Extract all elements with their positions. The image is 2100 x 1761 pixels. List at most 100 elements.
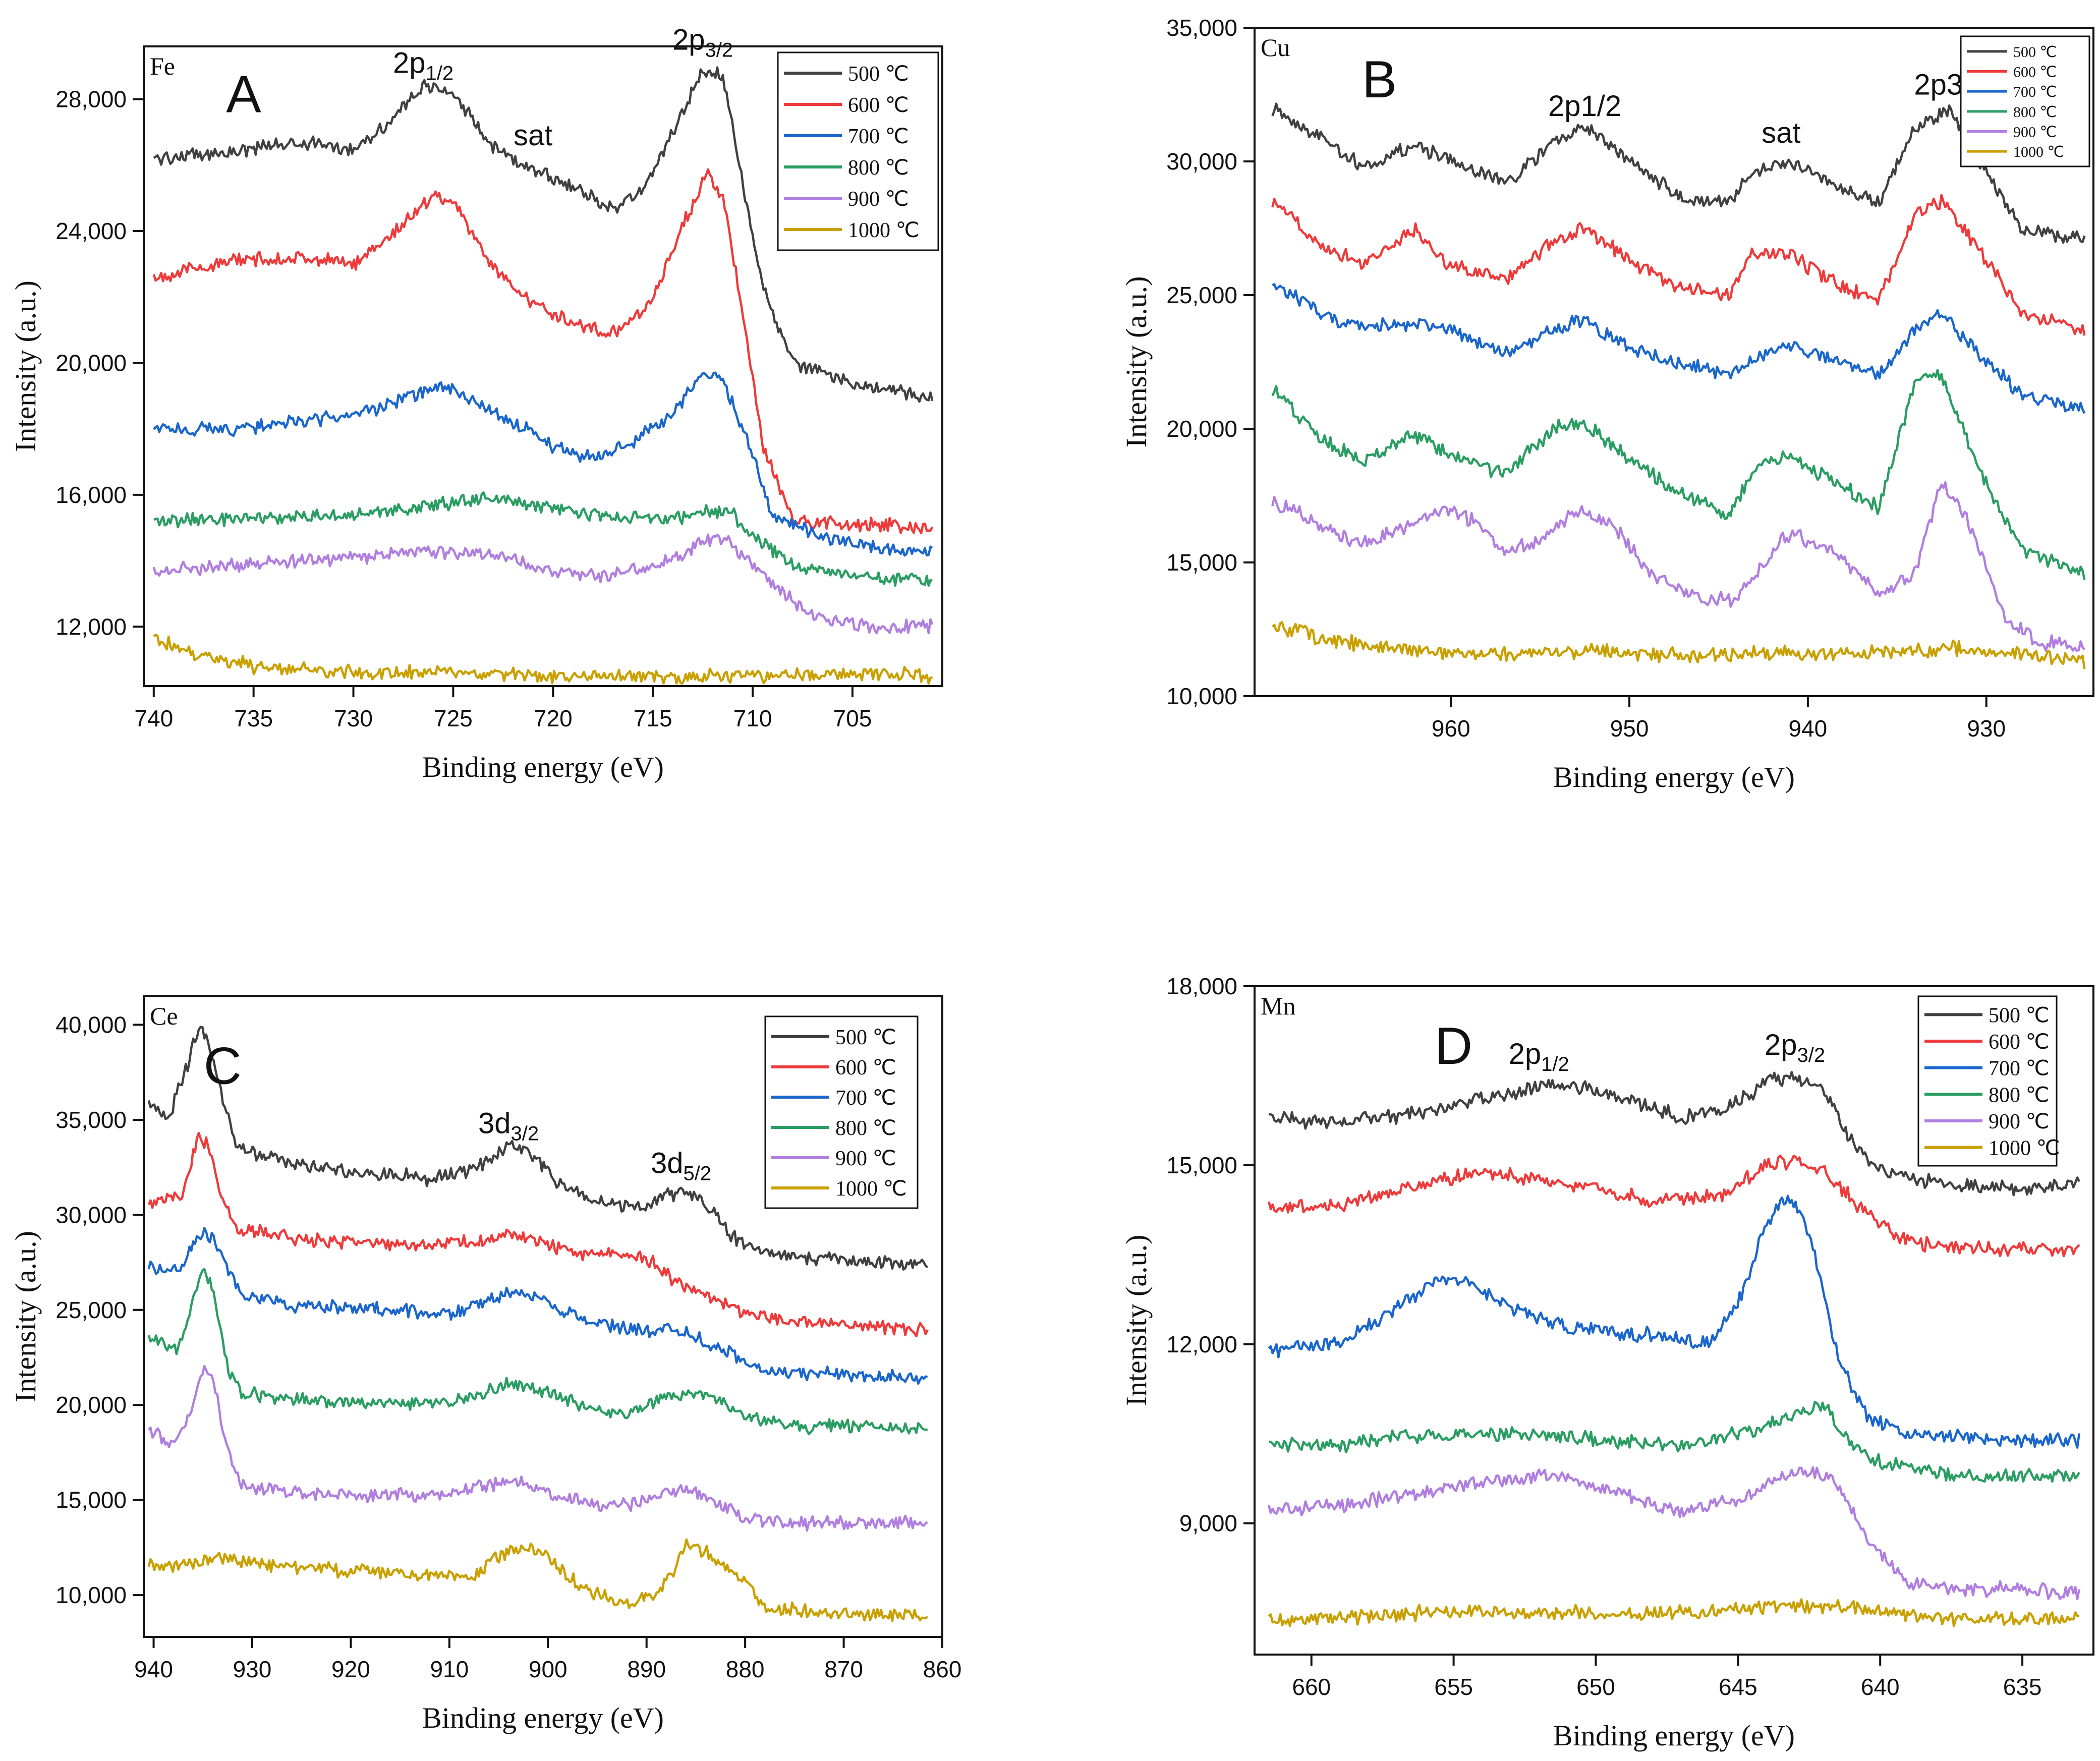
- x-tick-label: 920: [331, 1656, 370, 1682]
- y-tick-label: 10,000: [1166, 683, 1237, 709]
- series-line-ce-5: [148, 1365, 928, 1532]
- x-tick-label: 725: [434, 705, 473, 731]
- element-label: Mn: [1261, 992, 1295, 1020]
- element-label: Ce: [150, 1002, 178, 1030]
- x-tick-label: 900: [529, 1656, 567, 1682]
- legend-label: 500 ℃: [835, 1026, 896, 1049]
- x-tick-label: 910: [430, 1656, 469, 1682]
- series-line-cu-2: [1271, 194, 2086, 336]
- y-tick-label: 25,000: [1166, 282, 1237, 308]
- peak-annotation: sat: [1762, 117, 1800, 149]
- series-line-fe-5: [152, 533, 934, 635]
- legend-label: 900 ℃: [848, 188, 909, 211]
- legend-label: 800 ℃: [1989, 1084, 2050, 1107]
- series-line-mn-5: [1268, 1466, 2081, 1601]
- series-line-cu-5: [1271, 481, 2086, 652]
- x-axis-title: Binding energy (eV): [422, 751, 664, 783]
- plot-frame: [1254, 985, 2094, 1656]
- peak-annotation: 2p1/2: [1509, 1038, 1569, 1075]
- y-tick-label: 18,000: [1166, 973, 1237, 999]
- legend-label: 900 ℃: [2013, 124, 2057, 141]
- series-line-cu-6: [1271, 620, 2086, 669]
- legend-label: 700 ℃: [835, 1087, 896, 1110]
- y-tick-label: 24,000: [55, 218, 127, 244]
- series-line-mn-3: [1268, 1195, 2081, 1449]
- legend-label: 1000 ℃: [2013, 144, 2064, 160]
- legend-label: 500 ℃: [848, 63, 909, 86]
- series-line-ce-3: [147, 1227, 928, 1385]
- x-tick-label: 930: [233, 1656, 272, 1682]
- y-tick-label: 35,000: [55, 1107, 127, 1133]
- y-tick-label: 20,000: [55, 1392, 127, 1418]
- y-tick-label: 20,000: [1166, 416, 1237, 442]
- y-tick-label: 35,000: [1166, 15, 1237, 41]
- x-tick-label: 635: [2003, 1674, 2042, 1700]
- element-label: Fe: [150, 52, 175, 80]
- y-tick-label: 30,000: [1166, 148, 1237, 175]
- peak-annotation: 2p3/2: [672, 24, 733, 62]
- legend-label: 700 ℃: [2013, 84, 2057, 100]
- panel-letter: D: [1435, 1017, 1472, 1075]
- legend-box: [1960, 35, 2090, 167]
- legend-label: 800 ℃: [835, 1117, 896, 1140]
- element-label: Cu: [1261, 33, 1290, 62]
- y-tick-label: 15,000: [1166, 1152, 1237, 1178]
- panel-letter: A: [226, 66, 261, 124]
- series-line-ce-6: [147, 1538, 929, 1622]
- panel-mn: 660 655 650 645 640 635 9,000 12,000 15,000 18,00…: [1120, 973, 2094, 1752]
- legend-label: 700 ℃: [848, 125, 909, 148]
- plot-frame: [1254, 27, 2094, 697]
- x-tick-label: 720: [534, 705, 573, 731]
- y-tick-label: 20,000: [55, 350, 127, 376]
- y-tick-label: 28,000: [55, 86, 127, 112]
- x-tick-label: 705: [833, 705, 872, 731]
- panel-cu: 960 950 940 930 10,000 15,000 20,000 25,000 30,0…: [1120, 15, 2094, 793]
- series-line-fe-1: [153, 66, 934, 403]
- x-tick-label: 645: [1719, 1674, 1757, 1700]
- x-axis-title: Binding energy (eV): [1553, 761, 1795, 793]
- x-tick-label: 650: [1576, 1674, 1615, 1700]
- legend-box: [1917, 995, 2058, 1167]
- plot-frame: [143, 995, 943, 1638]
- x-tick-label: 860: [923, 1656, 962, 1682]
- peak-annotation: 2p3/2: [1765, 1029, 1825, 1066]
- x-tick-label: 735: [234, 705, 273, 731]
- x-axis-title: Binding energy (eV): [422, 1701, 664, 1734]
- series-line-mn-6: [1268, 1598, 2080, 1627]
- x-tick-label: 740: [134, 705, 173, 731]
- legend-label: 900 ℃: [835, 1147, 896, 1170]
- x-tick-label: 730: [334, 705, 373, 731]
- y-axis-title: Intensity (a.u.): [1120, 276, 1153, 448]
- legend-box: [777, 51, 939, 251]
- legend-label: 1000 ℃: [848, 219, 920, 242]
- series-line-fe-2: [152, 168, 934, 535]
- series-line-ce-2: [147, 1131, 929, 1338]
- legend-label: 500 ℃: [1989, 1004, 2050, 1027]
- plot-frame: [143, 45, 943, 687]
- legend-label: 600 ℃: [2013, 64, 2057, 81]
- y-tick-label: 15,000: [55, 1487, 127, 1513]
- series-line-cu-1: [1271, 102, 2086, 244]
- y-tick-label: 30,000: [55, 1202, 127, 1228]
- panel-fe: 740 735 730 725 720 715 710 705 12,000 16,000 20,0…: [9, 24, 943, 783]
- x-tick-label: 715: [634, 705, 672, 731]
- legend-label: 800 ℃: [2013, 104, 2057, 121]
- series-line-cu-3: [1272, 283, 2086, 414]
- legend-label: 1000 ℃: [1989, 1137, 2060, 1160]
- series-line-fe-4: [153, 491, 933, 587]
- panel-letter: B: [1362, 50, 1397, 109]
- y-tick-label: 12,000: [55, 613, 127, 640]
- legend-label: 600 ℃: [1989, 1031, 2050, 1054]
- y-tick-label: 25,000: [55, 1297, 127, 1323]
- series-line-mn-4: [1269, 1401, 2080, 1483]
- series-line-cu-4: [1271, 369, 2086, 580]
- legend-label: 1000 ℃: [835, 1177, 907, 1201]
- legend-label: 600 ℃: [848, 94, 909, 117]
- peak-annotation: 3d5/2: [651, 1147, 711, 1184]
- x-tick-label: 960: [1432, 715, 1470, 742]
- series-line-fe-3: [152, 371, 933, 557]
- peak-annotation: sat: [514, 119, 552, 152]
- peak-annotation: 2p1/2: [393, 46, 453, 84]
- y-axis-title: Intensity (a.u.): [9, 1231, 42, 1402]
